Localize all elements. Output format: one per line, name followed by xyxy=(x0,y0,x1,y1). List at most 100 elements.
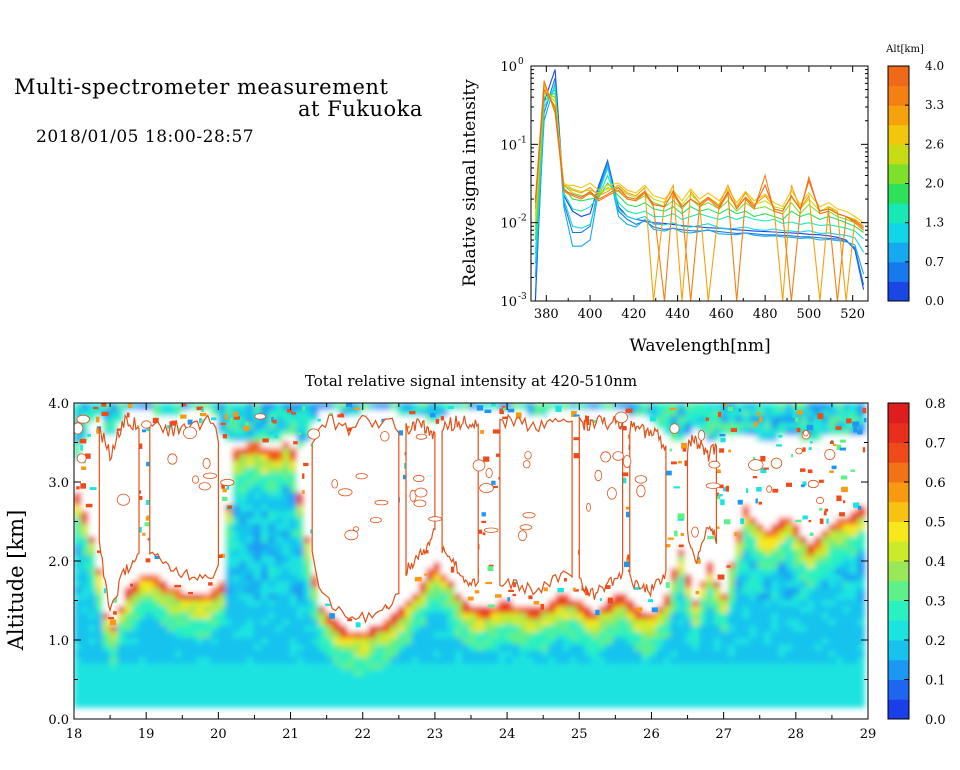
heatmap-cell xyxy=(224,688,233,696)
heatmap-cell xyxy=(598,656,607,664)
heatmap-cell xyxy=(174,612,183,620)
heatmap-cell xyxy=(648,593,657,601)
heatmap-cell xyxy=(232,599,240,607)
heatmap-cell xyxy=(138,618,147,626)
heatmap-cell xyxy=(763,529,772,537)
heatmap-cell xyxy=(181,409,190,417)
heatmap-cell xyxy=(533,403,542,410)
heatmap-cell xyxy=(497,643,506,651)
heatmap-cell xyxy=(483,656,492,664)
heatmap-cell xyxy=(239,491,248,499)
heatmap-cell xyxy=(462,593,470,601)
heatmap-cell xyxy=(749,669,758,677)
heatmap-cell xyxy=(541,415,549,423)
heatmap-cell xyxy=(282,466,291,474)
heatmap-cell xyxy=(275,422,283,429)
heatmap-cell xyxy=(145,643,154,651)
heatmap-cell xyxy=(188,675,197,683)
heatmap-cell xyxy=(418,688,427,696)
heatmap-cell xyxy=(153,618,161,626)
heatmap-cell xyxy=(763,472,772,480)
heatmap-cell xyxy=(433,548,442,556)
heatmap-cell xyxy=(706,428,715,436)
heatmap-cell xyxy=(81,510,89,518)
heatmap-cell xyxy=(727,574,736,582)
heatmap-cell xyxy=(727,643,736,651)
heatmap-cell xyxy=(81,536,89,544)
heatmap-cell xyxy=(490,403,499,410)
heatmap-cell xyxy=(727,504,736,512)
heatmap-cell xyxy=(742,656,751,664)
heatmap-cell xyxy=(160,618,169,626)
heatmap-cell xyxy=(282,662,291,670)
heatmap-cell xyxy=(656,681,664,689)
heatmap-cell xyxy=(102,681,111,689)
heatmap-cell xyxy=(684,656,693,664)
heatmap-cell xyxy=(138,586,147,594)
heatmap-cell xyxy=(239,422,248,429)
heatmap-cell xyxy=(418,415,427,423)
heatmap-cell xyxy=(677,422,686,429)
heatmap-cell xyxy=(656,409,664,417)
heatmap-cell xyxy=(210,580,219,588)
heatmap-cell xyxy=(253,694,262,702)
heatmap-cell xyxy=(81,548,89,556)
heatmap-cell xyxy=(160,605,169,613)
heatmap-cell xyxy=(447,586,456,594)
heatmap-cell xyxy=(505,612,513,620)
heatmap-cell xyxy=(598,643,607,651)
heatmap-cell xyxy=(397,434,406,442)
heatmap-cell xyxy=(296,618,305,626)
heatmap-cell xyxy=(181,586,190,594)
heatmap-cell xyxy=(497,415,506,423)
heatmap-cell xyxy=(620,536,628,544)
heatmap-cell xyxy=(318,650,327,658)
heatmap-cell xyxy=(145,567,154,575)
heatmap-cell xyxy=(268,434,276,442)
heatmap-cell xyxy=(347,694,355,702)
heatmap-cell xyxy=(706,580,715,588)
heatmap-cell xyxy=(81,675,89,683)
heatmap-cell xyxy=(469,700,477,708)
heatmap-cell xyxy=(88,694,97,702)
heatmap-cell xyxy=(548,656,557,664)
heatmap-cell xyxy=(454,637,463,645)
heatmap-cell xyxy=(677,567,686,575)
heatmap-cell xyxy=(138,542,147,550)
heatmap-cell xyxy=(440,586,449,594)
heatmap-cell xyxy=(512,599,521,607)
heatmap-cell xyxy=(160,586,169,594)
heatmap-cell xyxy=(763,491,772,499)
heatmap-cell xyxy=(440,580,449,588)
heatmap-cell xyxy=(497,631,506,639)
heatmap-cell xyxy=(677,599,686,607)
heatmap-cell xyxy=(88,460,97,467)
heatmap-cell xyxy=(375,422,384,429)
heatmap-cell xyxy=(620,605,628,613)
heatmap-cell xyxy=(735,605,743,613)
heatmap-cell xyxy=(74,618,82,626)
heatmap-cell xyxy=(81,403,89,410)
heatmap-cell xyxy=(232,441,240,448)
heatmap-cell xyxy=(749,517,758,524)
heatmap-cell xyxy=(303,605,312,613)
heatmap-cell xyxy=(81,523,89,531)
heatmap-cell xyxy=(691,428,700,436)
heatmap-cell xyxy=(153,656,161,664)
heatmap-cell xyxy=(620,510,628,518)
heatmap-cell xyxy=(188,586,197,594)
heatmap-cell xyxy=(426,618,434,626)
heatmap-cell xyxy=(519,669,528,677)
heatmap-cell xyxy=(246,447,255,455)
heatmap-cell xyxy=(318,415,327,423)
heatmap-cell xyxy=(224,548,233,556)
heatmap-cell xyxy=(555,700,564,708)
heatmap-cell xyxy=(160,662,169,670)
heatmap-cell xyxy=(742,548,751,556)
heatmap-cell xyxy=(289,650,298,658)
heatmap-cell xyxy=(253,567,262,575)
heatmap-cell xyxy=(232,700,240,708)
heatmap-cell xyxy=(153,662,161,670)
heatmap-cell xyxy=(792,586,801,594)
heatmap-cell xyxy=(332,422,341,429)
